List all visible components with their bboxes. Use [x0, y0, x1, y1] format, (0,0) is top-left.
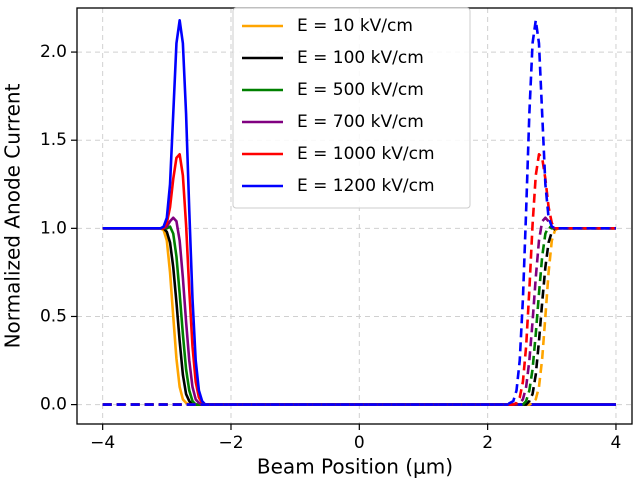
series-line	[102, 19, 616, 406]
legend-label: E = 1200 kV/cm	[297, 176, 435, 196]
legend-label: E = 10 kV/cm	[297, 16, 413, 36]
x-tick-label: 0	[354, 433, 365, 453]
y-axis-label: Normalized Anode Current	[1, 83, 25, 348]
legend-box	[232, 7, 471, 209]
x-tick-label: −2	[218, 433, 243, 453]
y-tick-label: 0.5	[40, 306, 67, 326]
legend: E = 10 kV/cm E = 100 kV/cm E = 500 kV/cm E …	[232, 7, 471, 209]
y-tick-label: 0.0	[40, 395, 67, 415]
legend-label: E = 500 kV/cm	[297, 80, 424, 100]
y-tick-label: 2.0	[40, 42, 67, 62]
y-tick-label: 1.5	[40, 130, 67, 150]
x-tick-label: 4	[611, 433, 622, 453]
x-tick-label: −4	[90, 433, 115, 453]
plot-area: −4 −2 0 2 40.00.51.01.52.0E = 10 kV/cmE = 10…	[40, 7, 633, 453]
legend-label: E = 700 kV/cm	[297, 112, 424, 132]
x-tick-label: 2	[482, 433, 493, 453]
legend-label: E = 1000 kV/cm	[297, 144, 435, 164]
y-tick-label: 1.0	[40, 218, 67, 238]
x-axis-label: Beam Position (μm)	[257, 455, 453, 479]
legend-label: E = 100 kV/cm	[297, 48, 424, 68]
